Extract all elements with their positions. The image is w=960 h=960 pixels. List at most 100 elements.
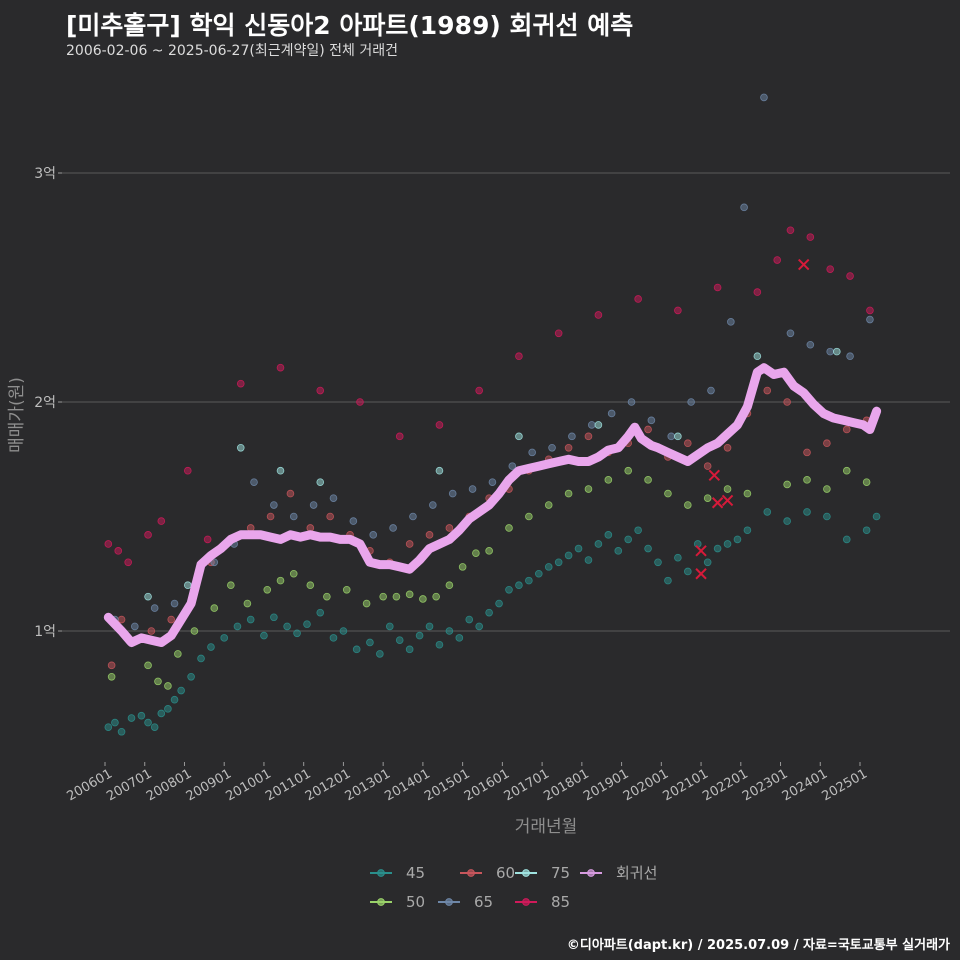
data-point-65 bbox=[627, 398, 636, 406]
data-point-75 bbox=[833, 347, 841, 356]
data-point-85 bbox=[316, 386, 325, 395]
data-point-45 bbox=[117, 727, 126, 736]
data-point-45 bbox=[111, 718, 119, 727]
legend-swatch-point bbox=[587, 869, 595, 877]
data-point-85 bbox=[713, 283, 722, 292]
data-point-50 bbox=[342, 585, 351, 594]
data-point-50 bbox=[485, 547, 493, 555]
data-point-50 bbox=[323, 592, 331, 601]
data-point-50 bbox=[783, 480, 791, 489]
data-point-45 bbox=[376, 650, 384, 658]
data-point-50 bbox=[107, 672, 116, 681]
cancelled-mark bbox=[797, 258, 810, 271]
data-point-85 bbox=[157, 517, 166, 525]
legend-label: 75 bbox=[551, 864, 570, 882]
data-point-45 bbox=[505, 585, 513, 594]
data-point-75 bbox=[236, 443, 245, 452]
data-point-45 bbox=[352, 645, 361, 654]
data-point-65 bbox=[707, 386, 715, 395]
data-point-50 bbox=[445, 581, 454, 589]
data-point-65 bbox=[389, 524, 397, 532]
data-point-50 bbox=[379, 592, 387, 601]
data-point-65 bbox=[548, 443, 556, 452]
data-point-45 bbox=[862, 526, 871, 535]
source-footer: ©디아파트(dapt.kr) / 2025.07.09 / 자료=국토교통부 실… bbox=[566, 938, 950, 953]
data-point-60 bbox=[803, 448, 811, 457]
legend-item-45: 45 bbox=[370, 864, 425, 882]
data-point-85 bbox=[594, 311, 603, 319]
data-point-45 bbox=[150, 723, 159, 731]
data-point-50 bbox=[432, 592, 440, 601]
data-point-45 bbox=[144, 718, 152, 727]
data-point-85 bbox=[183, 466, 192, 475]
data-point-65 bbox=[587, 421, 596, 429]
data-point-60 bbox=[286, 489, 295, 498]
data-point-50 bbox=[472, 549, 480, 557]
data-point-65 bbox=[270, 501, 278, 509]
data-point-75 bbox=[183, 581, 192, 589]
data-point-85 bbox=[786, 226, 795, 235]
data-point-60 bbox=[117, 615, 126, 624]
legend-swatch-point bbox=[377, 898, 385, 906]
data-point-60 bbox=[266, 512, 275, 521]
data-point-85 bbox=[236, 379, 245, 388]
data-point-50 bbox=[154, 677, 162, 686]
data-point-45 bbox=[872, 512, 881, 521]
data-point-45 bbox=[260, 631, 268, 640]
data-point-45 bbox=[763, 508, 772, 516]
legend-label: 65 bbox=[474, 893, 493, 911]
data-point-60 bbox=[723, 443, 732, 452]
data-point-45 bbox=[475, 622, 483, 631]
data-point-85 bbox=[753, 288, 762, 296]
legend-label: 50 bbox=[406, 893, 425, 911]
data-point-65 bbox=[568, 432, 576, 441]
legend-item-65: 65 bbox=[438, 893, 493, 911]
data-point-50 bbox=[525, 512, 533, 521]
data-point-65 bbox=[210, 558, 219, 567]
data-point-45 bbox=[604, 531, 613, 539]
data-point-45 bbox=[674, 553, 682, 562]
legend-label: 45 bbox=[406, 864, 425, 882]
data-point-45 bbox=[664, 576, 672, 585]
data-point-85 bbox=[515, 352, 523, 361]
data-point-45 bbox=[445, 627, 454, 635]
data-point-85 bbox=[866, 306, 874, 315]
data-point-45 bbox=[823, 512, 831, 521]
data-point-85 bbox=[773, 256, 782, 264]
data-point-65 bbox=[349, 517, 358, 525]
data-point-45 bbox=[525, 576, 533, 585]
data-point-75 bbox=[594, 421, 603, 429]
data-point-45 bbox=[329, 634, 338, 642]
data-point-50 bbox=[823, 485, 831, 493]
data-point-45 bbox=[684, 567, 692, 576]
y-tick-label: 2억 bbox=[34, 395, 56, 411]
data-point-50 bbox=[505, 524, 513, 532]
data-point-45 bbox=[703, 558, 712, 567]
data-point-65 bbox=[468, 485, 477, 493]
data-point-75 bbox=[276, 466, 285, 475]
data-point-65 bbox=[309, 501, 318, 509]
data-point-65 bbox=[528, 448, 536, 457]
data-point-65 bbox=[131, 622, 139, 631]
data-point-45 bbox=[220, 634, 229, 642]
data-point-45 bbox=[157, 709, 166, 718]
data-point-45 bbox=[842, 535, 851, 544]
x-axis-label: 거래년월 bbox=[515, 817, 578, 837]
data-point-50 bbox=[289, 569, 298, 578]
data-point-45 bbox=[723, 540, 732, 548]
data-point-75 bbox=[435, 466, 444, 475]
data-point-65 bbox=[409, 512, 417, 521]
data-point-45 bbox=[783, 517, 791, 525]
legend-item-회귀선: 회귀선 bbox=[580, 864, 657, 882]
data-point-45 bbox=[455, 634, 464, 642]
data-point-50 bbox=[419, 595, 427, 603]
data-point-60 bbox=[703, 462, 712, 470]
data-point-45 bbox=[713, 544, 722, 553]
data-point-65 bbox=[448, 489, 457, 498]
data-point-45 bbox=[405, 645, 414, 654]
data-point-45 bbox=[270, 613, 278, 622]
data-point-45 bbox=[534, 569, 543, 578]
data-point-45 bbox=[137, 711, 146, 720]
data-point-85 bbox=[846, 272, 854, 280]
regression-line bbox=[103, 363, 882, 647]
